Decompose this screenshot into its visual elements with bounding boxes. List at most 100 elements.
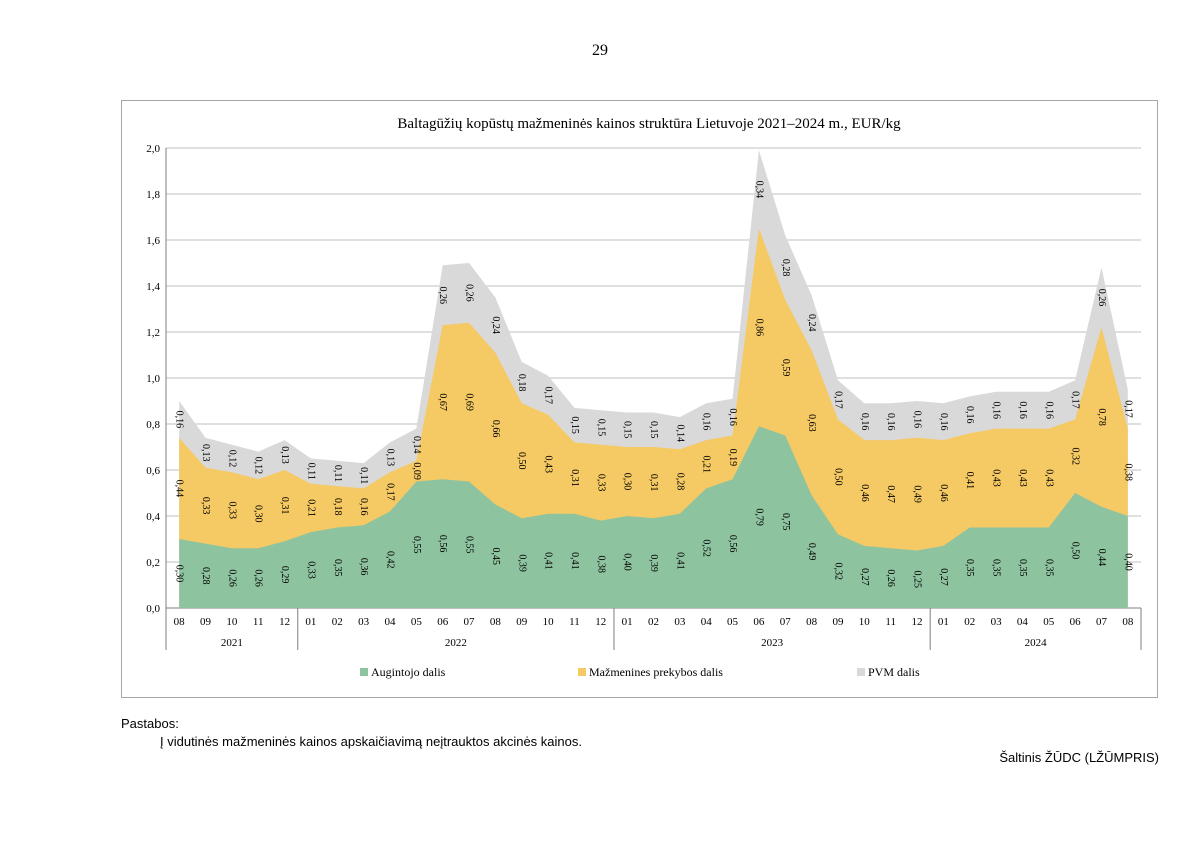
x-tick-label: 09	[200, 616, 212, 628]
data-label: 0,52	[701, 539, 712, 557]
stacked-area-chart: Baltagūžių kopūstų mažmeninės kainos str…	[146, 116, 1142, 679]
data-label: 0,86	[753, 319, 764, 337]
x-tick-label: 04	[701, 616, 713, 628]
legend-swatch	[857, 668, 865, 676]
data-label: 0,15	[569, 416, 580, 434]
data-label: 0,16	[938, 413, 949, 431]
legend-swatch	[578, 668, 586, 676]
data-label: 0,12	[253, 457, 264, 475]
data-label: 0,13	[384, 449, 395, 467]
data-label: 0,17	[384, 483, 395, 501]
y-tick-label: 2,0	[146, 143, 160, 155]
page-number: 29	[592, 42, 608, 59]
x-tick-label: 08	[806, 616, 818, 628]
x-tick-label: 04	[384, 616, 396, 628]
x-tick-label: 01	[305, 616, 316, 628]
data-label: 0,25	[912, 571, 923, 589]
data-label: 0,16	[859, 413, 870, 431]
data-label: 0,16	[964, 406, 975, 424]
data-label: 0,16	[1017, 401, 1028, 419]
data-label: 0,40	[1122, 553, 1133, 571]
data-label: 0,16	[885, 413, 896, 431]
data-label: 0,55	[411, 536, 422, 554]
x-tick-label: 06	[753, 616, 765, 628]
data-label: 0,42	[384, 551, 395, 569]
data-label: 0,44	[174, 480, 185, 498]
x-tick-label: 05	[1043, 616, 1055, 628]
data-label: 0,11	[358, 467, 369, 484]
y-tick-label: 1,6	[146, 235, 160, 247]
data-label: 0,26	[226, 569, 237, 587]
data-label: 0,43	[1017, 469, 1028, 487]
x-tick-label: 06	[437, 616, 449, 628]
data-label: 0,17	[1122, 400, 1133, 418]
data-label: 0,28	[780, 259, 791, 277]
area-series-1	[179, 426, 1128, 608]
data-label: 0,46	[859, 484, 870, 502]
data-label: 0,21	[305, 499, 316, 517]
x-tick-label: 10	[859, 616, 871, 628]
data-label: 0,19	[727, 449, 738, 467]
data-label: 0,24	[490, 316, 501, 334]
x-tick-label: 08	[174, 616, 186, 628]
legend-item: PVM dalis	[857, 665, 920, 679]
year-label: 2022	[445, 637, 467, 649]
x-tick-label: 12	[912, 616, 923, 628]
data-label: 0,50	[516, 452, 527, 470]
data-label: 0,45	[490, 548, 501, 566]
data-label: 0,18	[516, 374, 527, 392]
x-tick-label: 12	[279, 616, 290, 628]
data-label: 0,14	[411, 436, 422, 454]
y-tick-label: 0,4	[146, 511, 160, 523]
data-label: 0,33	[200, 497, 211, 515]
data-label: 0,36	[358, 558, 369, 576]
x-tick-label: 02	[648, 616, 659, 628]
data-label: 0,66	[490, 420, 501, 438]
data-label: 0,31	[569, 469, 580, 487]
data-label: 0,16	[727, 408, 738, 426]
data-label: 0,41	[674, 552, 685, 570]
data-label: 0,16	[358, 498, 369, 516]
data-label: 0,28	[674, 473, 685, 491]
x-tick-label: 05	[411, 616, 423, 628]
data-label: 0,38	[1122, 464, 1133, 482]
chart-title: Baltagūžių kopūstų mažmeninės kainos str…	[397, 116, 901, 132]
x-tick-label: 04	[1017, 616, 1029, 628]
data-label: 0,55	[464, 536, 475, 554]
x-tick-label: 02	[332, 616, 343, 628]
legend-swatch	[360, 668, 368, 676]
data-label: 0,33	[305, 561, 316, 579]
x-tick-label: 03	[674, 616, 686, 628]
x-tick-label: 05	[727, 616, 739, 628]
year-label: 2021	[221, 637, 243, 649]
data-label: 0,69	[464, 393, 475, 411]
data-label: 0,41	[964, 472, 975, 490]
x-tick-label: 12	[595, 616, 606, 628]
data-label: 0,35	[964, 559, 975, 577]
data-label: 0,11	[332, 465, 343, 482]
chart-frame: Baltagūžių kopūstų mažmeninės kainos str…	[121, 100, 1158, 698]
data-label: 0,27	[938, 568, 949, 586]
data-label: 0,78	[1096, 408, 1107, 426]
data-label: 0,56	[727, 535, 738, 553]
data-label: 0,49	[912, 485, 923, 503]
data-label: 0,13	[200, 444, 211, 462]
data-label: 0,35	[332, 559, 343, 577]
x-tick-label: 10	[543, 616, 555, 628]
legend-label: Augintojo dalis	[371, 665, 446, 679]
data-label: 0,39	[516, 554, 527, 572]
data-label: 0,32	[832, 562, 843, 580]
data-label: 0,15	[622, 421, 633, 439]
data-label: 0,29	[279, 566, 290, 584]
data-label: 0,11	[305, 463, 316, 480]
data-label: 0,49	[806, 543, 817, 561]
x-tick-label: 09	[516, 616, 528, 628]
data-label: 0,43	[991, 469, 1002, 487]
data-label: 0,50	[832, 468, 843, 486]
data-label: 0,41	[569, 552, 580, 570]
data-label: 0,31	[279, 497, 290, 515]
legend: Augintojo dalis Mažmenines prekybos dalis…	[360, 665, 920, 679]
legend-item: Mažmenines prekybos dalis	[578, 665, 723, 679]
data-label: 0,41	[543, 552, 554, 570]
y-tick-label: 1,2	[146, 327, 160, 339]
